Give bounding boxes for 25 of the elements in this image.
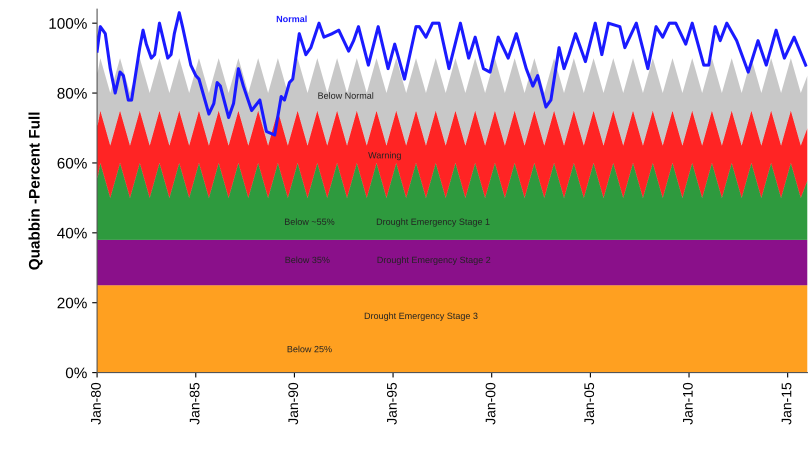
- y-tick-label: 40%: [57, 228, 87, 239]
- series-label: Drought Emergency Stage 3: [364, 312, 478, 321]
- x-tick-label: Jan-15: [782, 382, 792, 425]
- series-label: Warning: [368, 152, 401, 160]
- annotation: Below 25%: [288, 346, 332, 352]
- series-label: Normal: [276, 16, 307, 22]
- x-tick-label: Jan-80: [90, 382, 101, 425]
- y-tick-label: 100%: [49, 18, 87, 29]
- x-tick-label: Jan-85: [190, 382, 200, 425]
- y-tick-label: 80%: [57, 88, 87, 99]
- line-series: [97, 11, 808, 137]
- annotation: Below ~55%: [284, 218, 334, 225]
- x-tick-label: Jan-95: [386, 382, 397, 425]
- x-tick-label: Jan-90: [288, 382, 298, 425]
- x-tick-label: Jan-00: [486, 382, 496, 425]
- y-tick-label: 0%: [66, 367, 87, 378]
- y-tick-label: 60%: [58, 158, 87, 169]
- series-label: Drought Emergency Stage 1: [376, 218, 490, 227]
- x-tick-label: Jan-05: [584, 382, 594, 425]
- y-axis-title: Quabbin -Percent Full: [28, 112, 43, 270]
- series-label: Drought Emergency Stage 2: [378, 256, 490, 265]
- series-label: Below Normal: [318, 92, 374, 99]
- y-tick-label: 20%: [58, 298, 87, 308]
- x-tick-label: Jan-10: [682, 382, 693, 425]
- annotation: Below 35%: [285, 256, 330, 264]
